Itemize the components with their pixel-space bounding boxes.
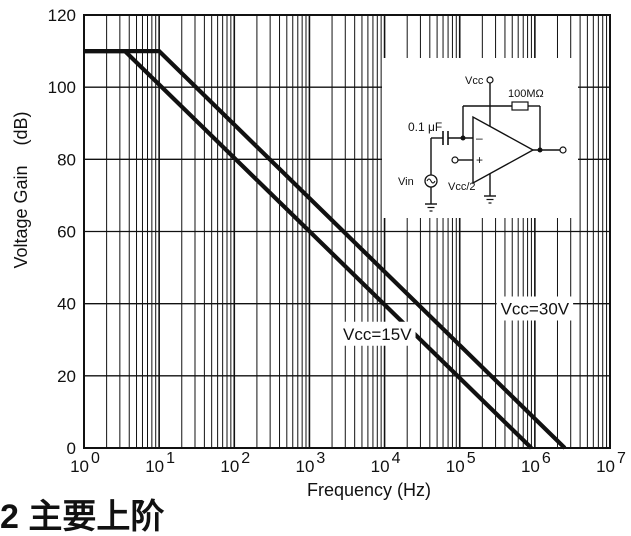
plot-border — [83, 14, 611, 449]
resistor-label: 100MΩ — [508, 88, 544, 100]
inverting-sign: – — [476, 131, 483, 145]
opamp-symbol — [472, 115, 535, 185]
annotation-vcc-30v: Vcc=30V — [501, 299, 570, 318]
annotation-vcc-15v: Vcc=15V — [343, 325, 412, 344]
vcc-terminal — [486, 76, 494, 84]
y-tick-label: 60 — [57, 223, 76, 242]
x-tick-label: 10 3 — [296, 450, 326, 476]
bias-label: Vcc/2 — [448, 181, 476, 193]
y-tick-label: 40 — [57, 295, 76, 314]
x-tick-label: 10 1 — [145, 450, 175, 476]
y-tick-label: 120 — [48, 6, 76, 25]
gain-frequency-chart: 0 20 40 60 80 100 120 10 0 10 1 10 2 10 3 10 4 10 5 10 6 10 7… — [11, 6, 626, 500]
inverting-node — [460, 135, 466, 141]
x-tick-label: 10 2 — [220, 450, 250, 476]
series-line-vcc-15v — [84, 48, 533, 450]
plot-frame — [83, 14, 611, 449]
x-axis-label: Frequency (Hz) — [307, 480, 431, 500]
inset-background — [382, 58, 578, 218]
noninverting-terminal — [451, 156, 459, 164]
y-tick-label: 80 — [57, 150, 76, 169]
vin-label: Vin — [398, 176, 414, 188]
y-tick-label: 100 — [48, 78, 76, 97]
feedback-resistor — [511, 101, 529, 111]
annotations: Vcc=15V Vcc=30V — [339, 296, 574, 346]
x-tick-label: 10 4 — [371, 450, 401, 476]
y-tick-label: 20 — [57, 367, 76, 386]
output-terminal — [559, 146, 567, 154]
test-circuit-inset: Vcc 100MΩ 0.1 μF – + Vin Vcc/2 — [382, 58, 578, 218]
y-tick-label: 0 — [67, 439, 76, 458]
annotation-background — [339, 321, 416, 346]
y-axis-label: Voltage Gain (dB) — [11, 111, 31, 268]
y-tick-labels: 0 20 40 60 80 100 120 — [48, 6, 76, 458]
x-tick-labels: 10 0 10 1 10 2 10 3 10 4 10 5 10 6 10 7 — [70, 450, 626, 476]
figure-caption: 2 主要上阶 — [0, 498, 165, 536]
x-tick-label: 10 5 — [446, 450, 476, 476]
annotation-background — [496, 296, 574, 321]
vcc-label: Vcc — [465, 75, 484, 87]
vin-sine-glyph — [426, 178, 436, 184]
capacitor-label: 0.1 μF — [408, 120, 442, 134]
series-lines — [84, 48, 567, 450]
x-tick-label: 10 0 — [70, 450, 100, 476]
x-tick-label: 10 7 — [596, 450, 626, 476]
noninverting-sign: + — [476, 153, 483, 167]
x-tick-label: 10 6 — [521, 450, 551, 476]
